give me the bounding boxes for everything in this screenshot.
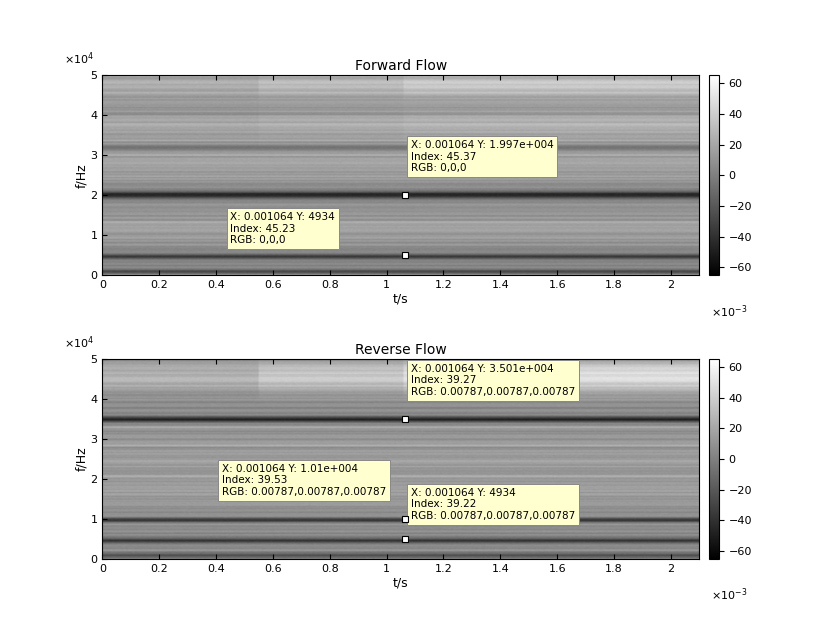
Text: X: 0.001064 Y: 1.997e+004
Index: 45.37
RGB: 0,0,0: X: 0.001064 Y: 1.997e+004 Index: 45.37 R… [410,140,553,173]
Y-axis label: f/Hz: f/Hz [75,163,88,188]
Text: $\times 10^{-3}$: $\times 10^{-3}$ [710,587,747,604]
Title: Forward Flow: Forward Flow [355,59,446,73]
Text: $\times 10^{4}$: $\times 10^{4}$ [64,335,93,351]
Text: X: 0.001064 Y: 4934
Index: 39.22
RGB: 0.00787,0.00787,0.00787: X: 0.001064 Y: 4934 Index: 39.22 RGB: 0.… [410,488,574,521]
Text: $\times 10^{-3}$: $\times 10^{-3}$ [710,303,747,320]
Y-axis label: f/Hz: f/Hz [75,447,88,472]
Title: Reverse Flow: Reverse Flow [355,342,446,357]
Text: X: 0.001064 Y: 1.01e+004
Index: 39.53
RGB: 0.00787,0.00787,0.00787: X: 0.001064 Y: 1.01e+004 Index: 39.53 RG… [222,464,386,497]
Text: X: 0.001064 Y: 3.501e+004
Index: 39.27
RGB: 0.00787,0.00787,0.00787: X: 0.001064 Y: 3.501e+004 Index: 39.27 R… [410,364,574,397]
X-axis label: t/s: t/s [392,293,408,306]
Text: $\times 10^{4}$: $\times 10^{4}$ [64,51,93,67]
Text: X: 0.001064 Y: 4934
Index: 45.23
RGB: 0,0,0: X: 0.001064 Y: 4934 Index: 45.23 RGB: 0,… [230,212,335,245]
X-axis label: t/s: t/s [392,577,408,590]
